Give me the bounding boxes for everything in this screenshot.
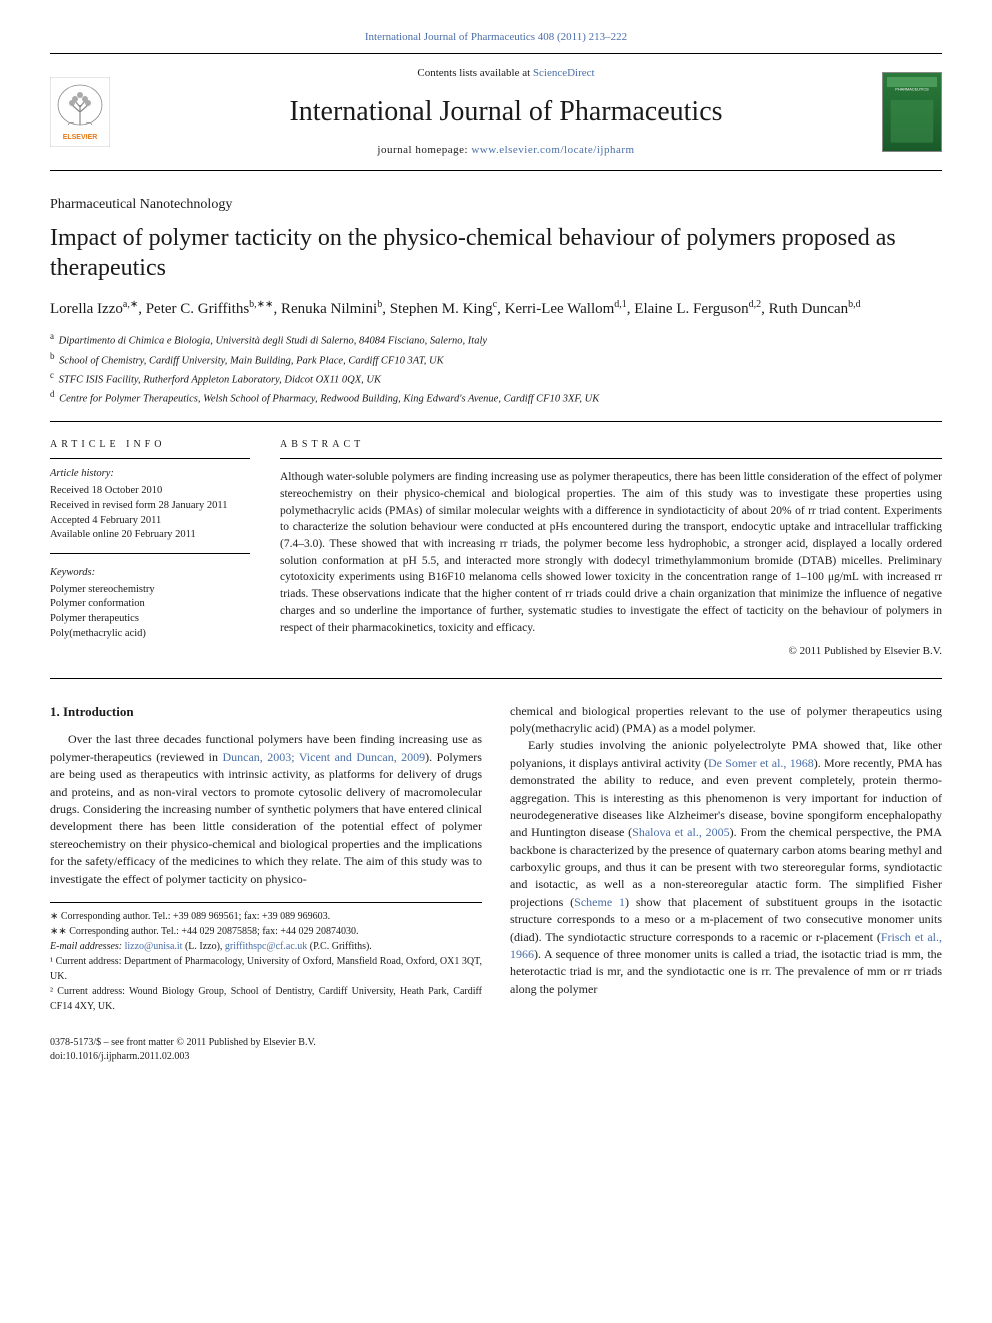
history-line: Available online 20 February 2011 xyxy=(50,528,250,543)
intro-heading: 1. Introduction xyxy=(50,703,482,722)
footnote-1: ¹ Current address: Department of Pharmac… xyxy=(50,954,482,984)
affiliation-line: d Centre for Polymer Therapeutics, Welsh… xyxy=(50,388,942,407)
elsevier-logo: ELSEVIER xyxy=(50,77,110,147)
para2-e: ). A sequence of three monomer units is … xyxy=(510,947,942,996)
keyword-line: Polymer therapeutics xyxy=(50,612,250,627)
journal-name: International Journal of Pharmaceutics xyxy=(130,92,882,131)
keyword-line: Polymer conformation xyxy=(50,597,250,612)
cover-label: PHARMACEUTICS xyxy=(895,88,929,92)
citation-shalova[interactable]: Shalova et al., 2005 xyxy=(632,825,730,839)
email-label: E-mail addresses: xyxy=(50,941,125,952)
header-center: Contents lists available at ScienceDirec… xyxy=(130,66,882,158)
article-title: Impact of polymer tacticity on the physi… xyxy=(50,223,942,283)
affiliations-list: a Dipartimento di Chimica e Biologia, Un… xyxy=(50,330,942,407)
abstract-text: Although water-soluble polymers are find… xyxy=(280,469,942,636)
citation-duncan[interactable]: Duncan, 2003; Vicent and Duncan, 2009 xyxy=(222,750,425,764)
homepage-line: journal homepage: www.elsevier.com/locat… xyxy=(130,143,882,158)
keywords-label: Keywords: xyxy=(50,566,250,581)
keyword-line: Poly(methacrylic acid) xyxy=(50,627,250,642)
homepage-prefix: journal homepage: xyxy=(377,144,471,156)
affiliation-line: c STFC ISIS Facility, Rutherford Appleto… xyxy=(50,369,942,388)
history-label: Article history: xyxy=(50,467,250,482)
email-link-2[interactable]: griffithspc@cf.ac.uk xyxy=(225,941,307,952)
keywords-block: Keywords: Polymer stereochemistryPolymer… xyxy=(50,566,250,641)
corr-author-2: ∗∗ Corresponding author. Tel.: +44 029 2… xyxy=(50,924,482,939)
front-matter-line: 0378-5173/$ – see front matter © 2011 Pu… xyxy=(50,1036,942,1050)
authors-list: Lorella Izzoa,∗, Peter C. Griffithsb,∗∗,… xyxy=(50,297,942,321)
mid-divider xyxy=(50,421,942,422)
para1-post: ). Polymers are being used as therapeuti… xyxy=(50,750,482,886)
homepage-link[interactable]: www.elsevier.com/locate/ijpharm xyxy=(471,144,634,156)
journal-cover-thumbnail: PHARMACEUTICS xyxy=(882,72,942,152)
sciencedirect-link[interactable]: ScienceDirect xyxy=(533,67,595,79)
intro-para-2: Early studies involving the anionic poly… xyxy=(510,737,942,998)
email-link-1[interactable]: lizzo@unisa.it xyxy=(125,941,183,952)
history-line: Accepted 4 February 2011 xyxy=(50,514,250,529)
article-info-column: article info Article history: Received 1… xyxy=(50,438,250,659)
history-line: Received in revised form 28 January 2011 xyxy=(50,499,250,514)
contents-line: Contents lists available at ScienceDirec… xyxy=(130,66,882,81)
footnote-2: ² Current address: Wound Biology Group, … xyxy=(50,984,482,1014)
citation-desomer[interactable]: De Somer et al., 1968 xyxy=(708,756,814,770)
doi-line: doi:10.1016/j.ijpharm.2011.02.003 xyxy=(50,1050,942,1064)
contents-prefix: Contents lists available at xyxy=(417,67,532,79)
keyword-line: Polymer stereochemistry xyxy=(50,583,250,598)
para1-tail: chemical and biological properties relev… xyxy=(510,703,942,738)
elsevier-tree-icon: ELSEVIER xyxy=(50,77,110,147)
citation-scheme1[interactable]: Scheme 1 xyxy=(574,895,625,909)
abstract-copyright: © 2011 Published by Elsevier B.V. xyxy=(280,644,942,659)
article-info-heading: article info xyxy=(50,438,250,459)
email-who-1: (L. Izzo), xyxy=(182,941,224,952)
affiliation-line: a Dipartimento di Chimica e Biologia, Un… xyxy=(50,330,942,349)
abstract-heading: abstract xyxy=(280,438,942,459)
affiliation-line: b School of Chemistry, Cardiff Universit… xyxy=(50,350,942,369)
body-two-column: 1. Introduction Over the last three deca… xyxy=(50,703,942,1014)
bottom-divider xyxy=(50,678,942,679)
footnotes-block: ∗ Corresponding author. Tel.: +39 089 96… xyxy=(50,902,482,1014)
history-block: Article history: Received 18 October 201… xyxy=(50,467,250,553)
journal-header: ELSEVIER Contents lists available at Sci… xyxy=(50,54,942,171)
email-who-2: (P.C. Griffiths). xyxy=(307,941,372,952)
doi-block: 0378-5173/$ – see front matter © 2011 Pu… xyxy=(50,1036,942,1064)
history-line: Received 18 October 2010 xyxy=(50,484,250,499)
abstract-column: abstract Although water-soluble polymers… xyxy=(280,438,942,659)
email-line: E-mail addresses: lizzo@unisa.it (L. Izz… xyxy=(50,939,482,954)
intro-para-1: Over the last three decades functional p… xyxy=(50,731,482,888)
corr-author-1: ∗ Corresponding author. Tel.: +39 089 96… xyxy=(50,909,482,924)
svg-text:ELSEVIER: ELSEVIER xyxy=(63,134,98,141)
section-label: Pharmaceutical Nanotechnology xyxy=(50,195,942,215)
info-abstract-row: article info Article history: Received 1… xyxy=(50,438,942,659)
top-citation: International Journal of Pharmaceutics 4… xyxy=(50,30,942,45)
